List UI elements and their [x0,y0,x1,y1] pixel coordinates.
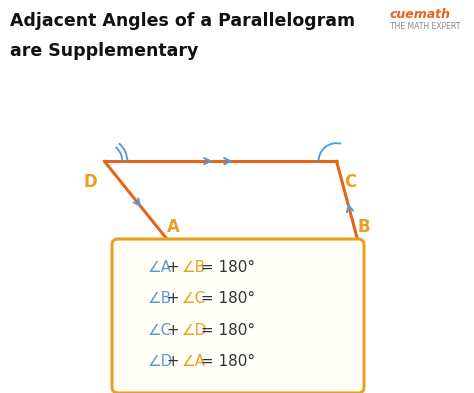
Text: D: D [83,173,97,191]
Text: ∠B: ∠B [182,260,206,275]
Text: +: + [162,354,184,369]
Text: = 180°: = 180° [196,291,255,306]
Text: +: + [162,260,184,275]
FancyBboxPatch shape [112,239,364,393]
Text: Adjacent Angles of a Parallelogram: Adjacent Angles of a Parallelogram [10,12,355,30]
Text: THE MATH EXPERT: THE MATH EXPERT [390,22,460,31]
Text: ∠D: ∠D [148,354,173,369]
Text: A: A [167,218,180,235]
Text: = 180°: = 180° [196,323,255,338]
Text: are Supplementary: are Supplementary [10,42,199,60]
Text: ∠B: ∠B [148,291,172,306]
Text: +: + [162,291,184,306]
Text: +: + [162,323,184,338]
Text: ∠C: ∠C [182,291,206,306]
Text: cuemath: cuemath [390,8,451,21]
Text: C: C [345,173,356,191]
Text: ∠C: ∠C [148,323,172,338]
Text: = 180°: = 180° [196,354,255,369]
Text: ∠A: ∠A [148,260,172,275]
Text: B: B [358,218,371,235]
Text: ∠D: ∠D [182,323,208,338]
Text: = 180°: = 180° [196,260,255,275]
Text: ∠A: ∠A [182,354,206,369]
